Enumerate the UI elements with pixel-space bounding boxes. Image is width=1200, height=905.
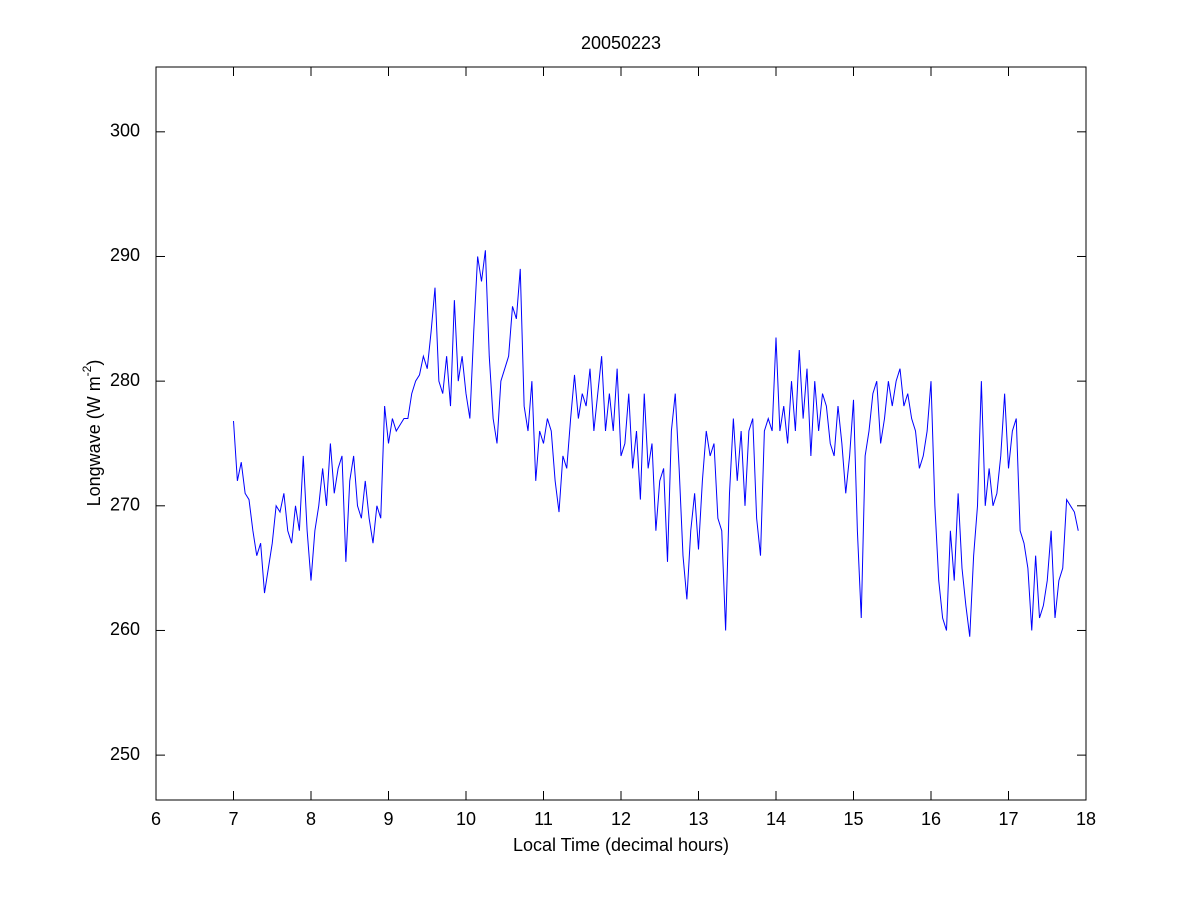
- y-axis-label: Longwave (W m-2): [80, 360, 104, 507]
- y-tick-label: 300: [110, 121, 140, 141]
- x-tick-label: 14: [766, 809, 786, 829]
- y-label-sup: -2: [80, 365, 94, 376]
- x-tick-label: 13: [688, 809, 708, 829]
- chart-title: 20050223: [581, 33, 661, 53]
- x-tick-label: 7: [228, 809, 238, 829]
- y-tick-label: 280: [110, 370, 140, 390]
- x-tick-label: 12: [611, 809, 631, 829]
- y-label-main: Longwave (W m: [84, 376, 104, 506]
- x-tick-label: 11: [534, 809, 553, 829]
- x-axis-label: Local Time (decimal hours): [513, 835, 729, 855]
- y-tick-label: 250: [110, 744, 140, 764]
- y-label-end: ): [84, 360, 104, 366]
- data-line: [233, 250, 1079, 637]
- y-tick-label: 260: [110, 619, 140, 639]
- x-tick-label: 15: [843, 809, 863, 829]
- y-tick-label: 270: [110, 495, 140, 515]
- x-tick-label: 8: [306, 809, 316, 829]
- x-tick-label: 16: [921, 809, 941, 829]
- y-tick-label: 290: [110, 245, 140, 265]
- x-tick-label: 9: [383, 809, 393, 829]
- x-tick-label: 6: [151, 809, 161, 829]
- x-tick-label: 18: [1076, 809, 1096, 829]
- x-tick-label: 17: [998, 809, 1018, 829]
- x-tick-label: 10: [456, 809, 476, 829]
